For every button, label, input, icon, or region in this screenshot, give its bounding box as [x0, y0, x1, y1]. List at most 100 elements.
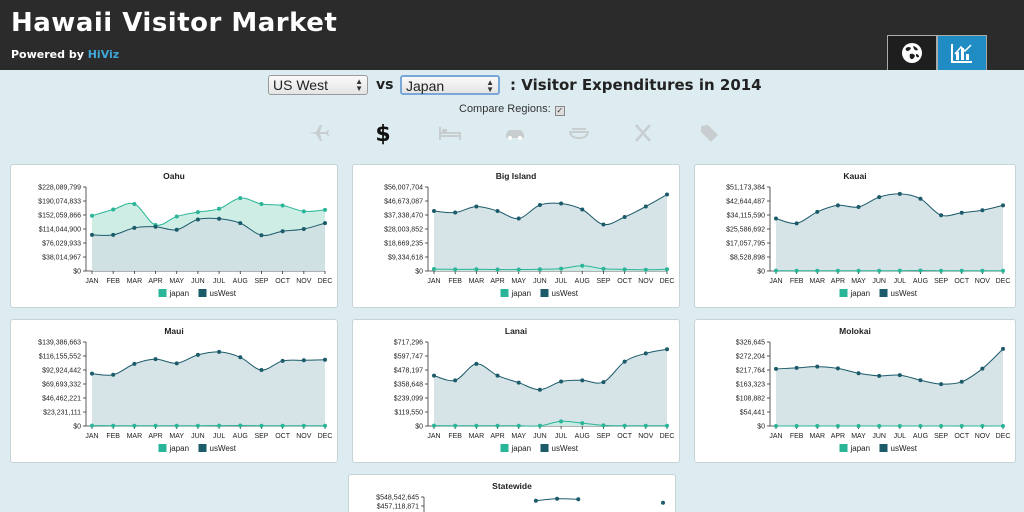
y-tick-label: $46,673,087 [384, 199, 423, 206]
powered-brand[interactable]: HiViz [87, 48, 120, 61]
compare-checkbox[interactable]: ✓ [554, 106, 565, 116]
legend-swatch-uswest [879, 289, 888, 297]
svg-text:$: $ [375, 122, 390, 145]
x-tick-label: JUL [213, 433, 226, 440]
point-usWest [90, 232, 94, 237]
point-usWest [174, 227, 179, 232]
point-japan [280, 423, 285, 428]
point-usWest [495, 373, 500, 378]
x-tick-label: NOV [975, 278, 991, 285]
point-japan [897, 268, 902, 273]
point-usWest [132, 225, 137, 230]
point-japan [90, 213, 94, 218]
point-japan [259, 201, 264, 206]
map-view-button[interactable] [887, 35, 937, 70]
point-usWest [835, 366, 840, 371]
legend-label-uswest: usWest [552, 289, 579, 298]
x-tick-label: OCT [275, 278, 291, 285]
category-transport[interactable] [305, 120, 331, 146]
legend-label-uswest: usWest [210, 444, 237, 453]
category-expenditures[interactable]: $ [370, 120, 396, 146]
chart-title: Kauai [843, 171, 866, 181]
y-tick-label: $272,204 [736, 354, 765, 361]
point-usWest [897, 191, 902, 196]
x-tick-label: MAY [511, 433, 526, 440]
y-tick-label: $92,924,442 [42, 368, 81, 375]
category-shopping[interactable] [696, 120, 722, 146]
x-tick-label: OCT [275, 433, 291, 440]
point-usWest [559, 201, 564, 206]
point-usWest [259, 367, 264, 372]
area-usWest [434, 349, 667, 426]
point-japan [432, 423, 436, 428]
x-tick-label: FEB [106, 433, 120, 440]
point-japan [601, 266, 606, 271]
x-tick-label: OCT [617, 433, 633, 440]
point-japan [980, 268, 985, 273]
point-japan [794, 268, 799, 273]
legend-swatch-uswest [879, 444, 888, 452]
legend-swatch-japan [158, 289, 167, 297]
category-lodging[interactable] [437, 120, 463, 146]
point-japan [897, 424, 902, 428]
legend-label-japan: japan [511, 444, 532, 453]
point-usWest [939, 213, 944, 218]
x-tick-label: JUN [872, 433, 886, 440]
point-usWest [959, 210, 964, 215]
point-japan [959, 268, 964, 273]
point-usWest [576, 497, 581, 502]
category-dining[interactable] [630, 120, 656, 146]
app-title: Hawaii Visitor Market [11, 8, 338, 38]
y-tick-label: $597,747 [394, 354, 423, 361]
point-japan [918, 424, 923, 428]
point-japan [238, 423, 243, 428]
point-japan [111, 207, 116, 212]
chart-panel-kauai: Kauai $0 $8,528,898 $17,057,795 $25,586,692 $… [694, 164, 1016, 308]
point-usWest [918, 378, 923, 383]
point-usWest [661, 500, 665, 505]
y-tick-label: $457,118,871 [377, 504, 419, 511]
x-tick-label: DEC [996, 433, 1011, 440]
x-tick-label: MAR [809, 433, 825, 440]
point-japan [217, 206, 222, 211]
point-usWest [774, 216, 778, 221]
x-tick-label: APR [148, 433, 162, 440]
chart-title: Lanai [505, 326, 527, 336]
point-japan [815, 424, 820, 428]
legend-swatch-japan [839, 289, 848, 297]
point-japan [1001, 268, 1005, 273]
globe-icon [902, 43, 922, 63]
y-tick-label: $326,645 [736, 340, 765, 347]
dish-icon [568, 128, 590, 140]
region-b-select[interactable]: Japan ▲ ▼ [400, 75, 500, 95]
chart-view-button[interactable] [937, 35, 987, 70]
point-usWest [959, 379, 964, 384]
x-tick-label: DEC [660, 433, 675, 440]
x-tick-label: JAN [427, 433, 440, 440]
point-japan [643, 267, 648, 272]
area-usWest [776, 193, 1003, 271]
point-usWest [1001, 346, 1005, 351]
point-usWest [601, 222, 606, 227]
point-usWest [280, 229, 285, 234]
point-usWest [195, 217, 200, 222]
point-usWest [280, 358, 285, 363]
x-tick-label: OCT [617, 278, 633, 285]
point-japan [856, 424, 861, 428]
y-tick-label: $116,155,552 [39, 354, 81, 361]
y-tick-label: $239,099 [394, 396, 423, 403]
airplane-icon [309, 125, 329, 141]
chart-title: Big Island [496, 171, 537, 181]
x-tick-label: MAY [851, 433, 866, 440]
x-tick-label: JAN [85, 278, 98, 285]
category-food[interactable] [566, 120, 592, 146]
point-usWest [238, 221, 243, 226]
region-controls: US West ▲ ▼ vs Japan ▲ ▼ : Visitor Expenditu… [0, 74, 1024, 98]
point-usWest [238, 355, 243, 360]
category-car[interactable] [502, 120, 528, 146]
point-japan [301, 209, 306, 214]
y-tick-label: $0 [757, 424, 765, 431]
point-japan [918, 268, 923, 273]
tag-icon [701, 125, 718, 142]
region-a-select[interactable]: US West ▲ ▼ [268, 75, 368, 95]
